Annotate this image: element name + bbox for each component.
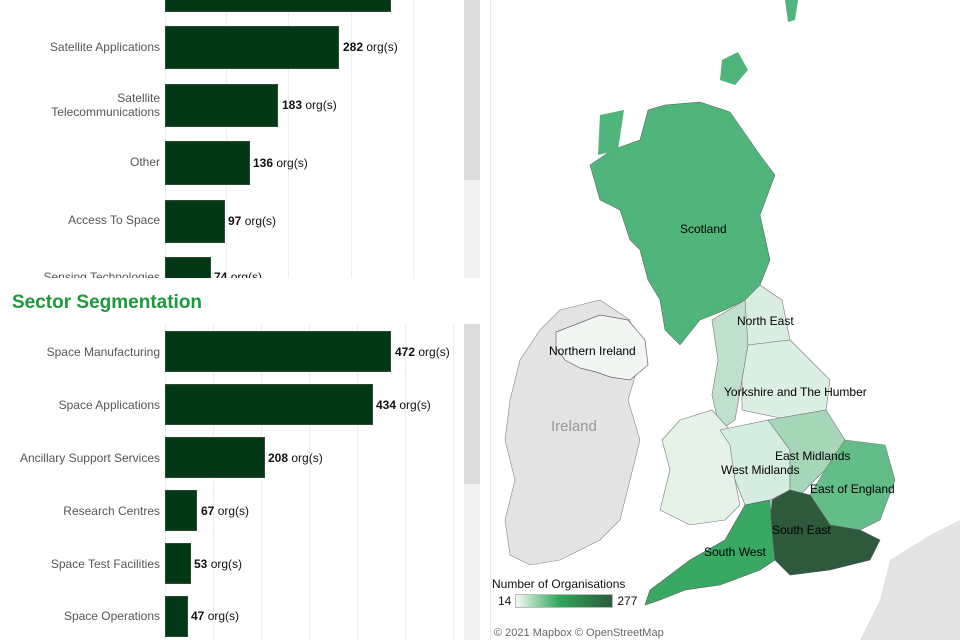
grid-line bbox=[165, 0, 166, 278]
bar-value: 74 org(s) bbox=[214, 270, 263, 278]
bar-label: Satellite Telecommunications bbox=[51, 91, 160, 119]
bar[interactable] bbox=[165, 84, 278, 127]
grid-line bbox=[357, 324, 358, 640]
bar-label: Ancillary Support Services bbox=[19, 451, 160, 465]
legend-max: 277 bbox=[617, 594, 638, 608]
legend-scale: 14 277 bbox=[492, 594, 637, 608]
bar-label: Space Operations bbox=[63, 609, 160, 623]
bar-cutoff[interactable] bbox=[165, 0, 391, 12]
region-label-south-west[interactable]: South West bbox=[704, 545, 766, 559]
bar[interactable] bbox=[165, 437, 265, 478]
grid-line bbox=[213, 324, 214, 640]
bar[interactable] bbox=[165, 257, 211, 278]
bar[interactable] bbox=[165, 543, 191, 584]
grid-line bbox=[413, 0, 414, 278]
bar-label: Space Manufacturing bbox=[46, 345, 160, 359]
region-label-east-midlands[interactable]: East Midlands bbox=[775, 449, 851, 463]
grid-line bbox=[351, 0, 352, 278]
bar-value: 472 org(s) bbox=[395, 345, 450, 359]
east-midlands-region bbox=[767, 409, 846, 496]
bar-value: 67 org(s) bbox=[201, 504, 250, 518]
region-label-north-east[interactable]: North East bbox=[737, 314, 794, 328]
wales-region bbox=[659, 409, 741, 526]
legend-gradient bbox=[515, 594, 614, 608]
region-label-west-midlands[interactable]: West Midlands bbox=[721, 463, 800, 477]
bar[interactable] bbox=[165, 200, 225, 243]
bar-label: Other bbox=[129, 155, 160, 169]
bar-label: Sensing Technologies bbox=[43, 270, 160, 278]
region-label-yorkshire[interactable]: Yorkshire and The Humber bbox=[724, 385, 867, 399]
bar-label: Satellite Applications bbox=[49, 40, 160, 54]
grid-line bbox=[226, 0, 227, 278]
scrollbar-thumb[interactable] bbox=[464, 0, 480, 180]
hebrides-shape bbox=[598, 110, 624, 155]
bar[interactable] bbox=[165, 384, 373, 425]
region-label-northern-ireland[interactable]: Northern Ireland bbox=[549, 344, 636, 358]
map-canvas bbox=[504, 0, 960, 640]
grid-line bbox=[405, 324, 406, 640]
sector-segmentation-chart: Space Manufacturing 472 org(s) Space App… bbox=[0, 324, 480, 640]
grid-line bbox=[261, 324, 262, 640]
region-label-east-of-england[interactable]: East of England bbox=[810, 482, 895, 496]
grid-line bbox=[288, 0, 289, 278]
bar[interactable] bbox=[165, 331, 391, 372]
europe-shape bbox=[860, 520, 960, 640]
legend-min: 14 bbox=[498, 594, 512, 608]
left-panel: Satellite Applications 282 org(s) Satell… bbox=[0, 0, 480, 640]
orkney-shape bbox=[720, 52, 748, 85]
country-label: Ireland bbox=[551, 418, 597, 435]
bar-value: 97 org(s) bbox=[228, 214, 277, 228]
bar-value: 136 org(s) bbox=[253, 156, 308, 170]
legend-title: Number of Organisations bbox=[492, 577, 626, 591]
bar-label: Space Test Facilities bbox=[50, 557, 160, 571]
grid-line bbox=[165, 324, 166, 640]
north-west-region bbox=[711, 299, 749, 431]
bar-value: 282 org(s) bbox=[343, 40, 398, 54]
bar-label: Research Centres bbox=[63, 504, 160, 518]
map-legend: Number of Organisations 14 277 bbox=[492, 577, 637, 608]
bar-label: Access To Space bbox=[68, 213, 160, 227]
uk-region-map[interactable]: Ireland Scotland North East Northern Ire… bbox=[491, 0, 960, 640]
bar[interactable] bbox=[165, 490, 197, 531]
bar[interactable] bbox=[165, 141, 250, 185]
grid-line bbox=[453, 324, 454, 640]
bar[interactable] bbox=[165, 596, 188, 637]
bar[interactable] bbox=[165, 26, 339, 69]
bar-label: Space Applications bbox=[58, 398, 160, 412]
yorkshire-region bbox=[741, 339, 831, 419]
region-label-south-east[interactable]: South East bbox=[772, 523, 831, 537]
bar-value: 47 org(s) bbox=[191, 609, 240, 623]
south-west-region bbox=[644, 499, 776, 606]
map-attribution[interactable]: © 2021 Mapbox © OpenStreetMap bbox=[494, 627, 664, 639]
northern-ireland-region bbox=[555, 314, 649, 381]
panel-divider bbox=[490, 0, 491, 640]
region-label-scotland[interactable]: Scotland bbox=[680, 222, 727, 236]
bar-value: 53 org(s) bbox=[194, 557, 243, 571]
bar-value: 434 org(s) bbox=[376, 398, 431, 412]
scotland-region bbox=[589, 101, 776, 346]
shetland-shape bbox=[785, 0, 798, 22]
scrollbar-thumb[interactable] bbox=[464, 324, 480, 484]
grid-line bbox=[309, 324, 310, 640]
sector-chart-top: Satellite Applications 282 org(s) Satell… bbox=[0, 0, 480, 278]
bar-value: 208 org(s) bbox=[268, 451, 323, 465]
bar-value: 183 org(s) bbox=[282, 98, 337, 112]
section-title: Sector Segmentation bbox=[12, 292, 203, 313]
